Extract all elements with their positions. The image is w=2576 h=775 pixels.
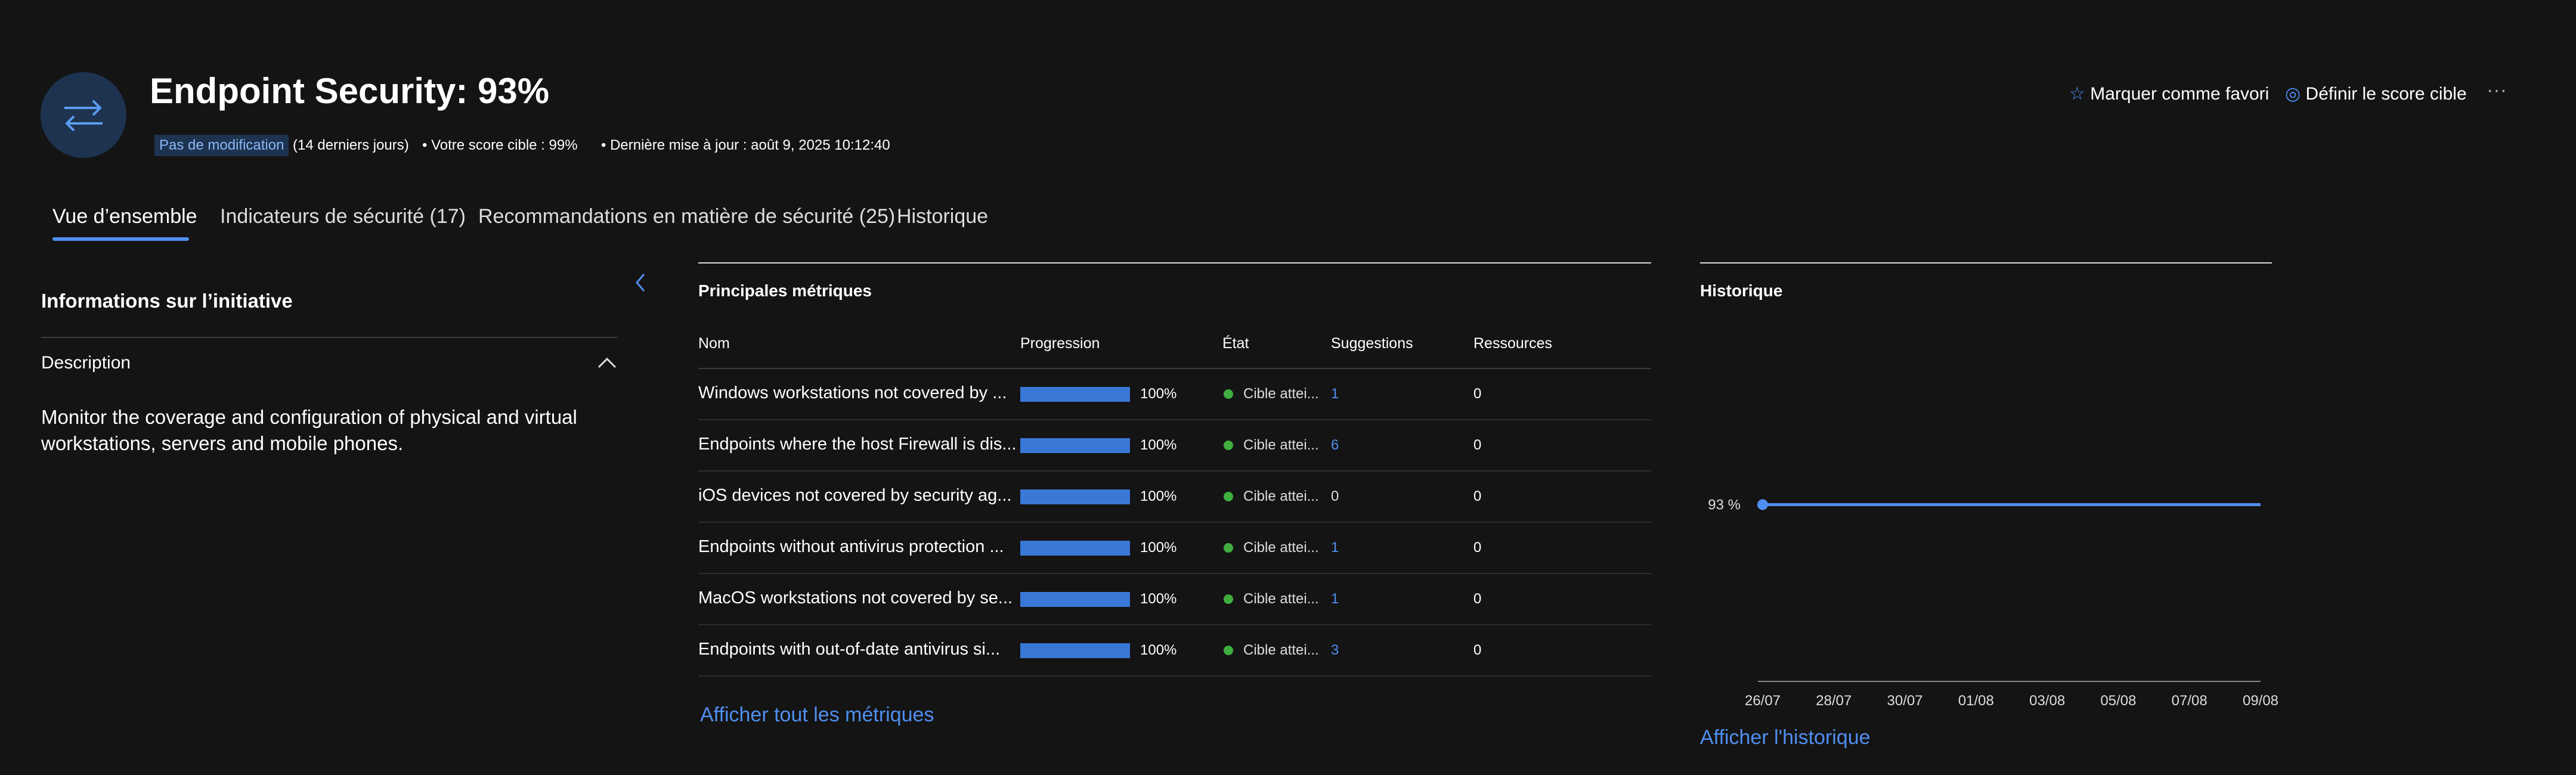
state: Cible attei... <box>1243 591 1319 607</box>
resources: 0 <box>1473 437 1481 454</box>
divider <box>698 262 1651 264</box>
divider <box>1700 262 2272 264</box>
suggestions[interactable]: 1 <box>1331 591 1339 607</box>
collapse-chevron[interactable] <box>596 355 618 370</box>
metrics-link[interactable]: Afficher tout les métriques <box>700 703 934 727</box>
tab[interactable]: Vue d’ensemble <box>52 205 197 228</box>
history-chart: 93 % 26/07 28/07 30/07 01/08 03/08 05/08 07/08 0… <box>1700 310 2284 715</box>
progress-label: 100% <box>1140 437 1176 454</box>
tab[interactable]: Historique <box>897 205 988 228</box>
progress-bar <box>1020 438 1130 453</box>
history-title: Historique <box>1700 281 1782 300</box>
target: • Votre score cible : 99% <box>422 137 578 154</box>
row-divider <box>698 675 1651 677</box>
row-divider <box>698 470 1651 472</box>
status-dot <box>1224 594 1233 604</box>
description: Monitor the coverage and configuration o… <box>41 404 602 457</box>
suggestions[interactable]: 3 <box>1331 642 1339 659</box>
progress-label: 100% <box>1140 642 1176 659</box>
x-tick-label: 09/08 <box>2243 693 2278 709</box>
suggestions[interactable]: 1 <box>1331 540 1339 556</box>
metric-name[interactable]: Endpoints without antivirus protection .… <box>698 537 1004 557</box>
progress-label: 100% <box>1140 488 1176 505</box>
page-title: Endpoint Security: 93% <box>150 70 549 111</box>
suggestions[interactable]: 1 <box>1331 386 1339 402</box>
metric-name[interactable]: Endpoints with out-of-date antivirus si.… <box>698 640 1000 659</box>
metric-name[interactable]: Endpoints where the host Firewall is dis… <box>698 435 1017 454</box>
column-header: Suggestions <box>1331 335 1413 352</box>
x-tick-label: 05/08 <box>2100 693 2136 709</box>
more-button[interactable]: ··· <box>2487 79 2507 102</box>
target-action[interactable]: ◎ Définir le score cible <box>2285 83 2467 104</box>
x-tick-label: 26/07 <box>1745 693 1781 709</box>
x-tick-label: 30/07 <box>1887 693 1923 709</box>
row-divider <box>698 522 1651 523</box>
progress-bar <box>1020 592 1130 607</box>
resources: 0 <box>1473 488 1481 505</box>
badge: Pas de modification <box>154 135 289 156</box>
column-header: Ressources <box>1473 335 1552 352</box>
progress-label: 100% <box>1140 386 1176 402</box>
divider <box>41 337 618 338</box>
target-action-text[interactable]: Définir le score cible <box>2306 84 2467 104</box>
panel-toggle[interactable] <box>633 272 648 293</box>
tab-indicator <box>52 237 189 241</box>
state: Cible attei... <box>1243 437 1319 454</box>
tab[interactable]: Indicateurs de sécurité (17) <box>220 205 466 228</box>
progress-bar <box>1020 643 1130 658</box>
metric-name[interactable]: iOS devices not covered by security ag..… <box>698 486 1011 506</box>
row-divider <box>698 573 1651 574</box>
x-tick-label: 03/08 <box>2029 693 2065 709</box>
divider <box>698 368 1651 369</box>
x-tick-label: 28/07 <box>1816 693 1852 709</box>
column-header: Nom <box>698 335 730 352</box>
resources: 0 <box>1473 540 1481 556</box>
resources: 0 <box>1473 642 1481 659</box>
status-dot <box>1224 389 1233 399</box>
status-dot <box>1224 543 1233 553</box>
x-tick-label: 07/08 <box>2172 693 2207 709</box>
column-header: Progression <box>1020 335 1100 352</box>
info-title: Informations sur l’initiative <box>41 290 293 312</box>
metric-name[interactable]: MacOS workstations not covered by se... <box>698 588 1013 608</box>
row-divider <box>698 624 1651 625</box>
state: Cible attei... <box>1243 540 1319 556</box>
updated: • Dernière mise à jour : août 9, 2025 10… <box>601 137 890 154</box>
y-tick-label: 93 % <box>1708 497 1741 513</box>
tab[interactable]: Recommandations en matière de sécurité (… <box>478 205 895 228</box>
progress-bar <box>1020 489 1130 504</box>
progress-label: 100% <box>1140 540 1176 556</box>
row-divider <box>698 419 1651 420</box>
target-text: Votre score cible : 99% <box>431 137 577 153</box>
resources: 0 <box>1473 591 1481 607</box>
metrics-title: Principales métriques <box>698 281 872 300</box>
suggestions: 0 <box>1331 488 1339 505</box>
history-link[interactable]: Afficher l'historique <box>1700 726 1871 749</box>
favorite-action[interactable]: ☆ Marquer comme favori <box>2069 83 2269 104</box>
progress-label: 100% <box>1140 591 1176 607</box>
progress-bar <box>1020 387 1130 402</box>
section-title[interactable]: Description <box>41 353 131 373</box>
state: Cible attei... <box>1243 642 1319 659</box>
suggestions[interactable]: 6 <box>1331 437 1339 454</box>
history-point <box>1757 500 1768 510</box>
state: Cible attei... <box>1243 488 1319 505</box>
x-tick-label: 01/08 <box>1958 693 1994 709</box>
state: Cible attei... <box>1243 386 1319 402</box>
favorite-text[interactable]: Marquer comme favori <box>2090 84 2269 104</box>
status-dot <box>1224 646 1233 655</box>
initiative-icon <box>41 72 126 158</box>
status-dot <box>1224 492 1233 501</box>
resources: 0 <box>1473 386 1481 402</box>
progress-bar <box>1020 541 1130 556</box>
period: (14 derniers jours) <box>293 137 409 154</box>
updated-text: Dernière mise à jour : août 9, 2025 10:1… <box>610 137 890 153</box>
status-dot <box>1224 441 1233 450</box>
metric-name[interactable]: Windows workstations not covered by ... <box>698 383 1007 403</box>
column-header: État <box>1222 335 1249 352</box>
